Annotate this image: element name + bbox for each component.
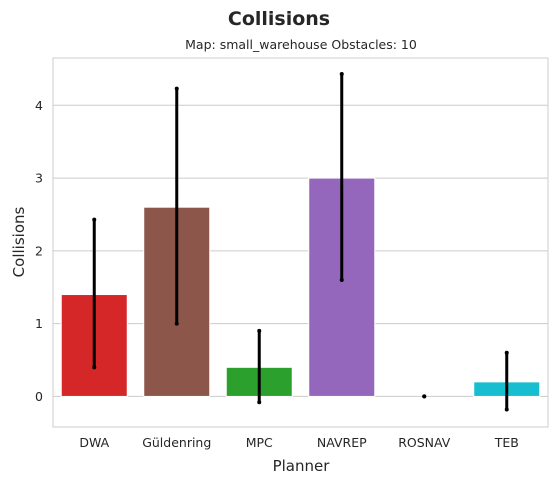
error-cap-bottom — [422, 394, 427, 399]
error-cap-top — [92, 217, 97, 222]
x-axis-label: Planner — [273, 457, 331, 475]
y-gridlines — [53, 104, 548, 397]
x-tick-labels: DWA Güldenring MPC NAVREP ROSNAV TEB — [79, 435, 518, 450]
x-tick-label: NAVREP — [317, 435, 367, 450]
x-tick-label: TEB — [494, 435, 519, 450]
chart-title: Collisions — [228, 8, 330, 30]
y-tick-labels: 0 1 2 3 4 — [35, 98, 43, 404]
error-cap-top — [174, 86, 179, 91]
y-tick-label: 4 — [35, 98, 43, 113]
error-cap-bottom — [504, 407, 509, 412]
x-tick-label: Güldenring — [142, 435, 211, 450]
error-cap-bottom — [92, 365, 97, 370]
error-cap-bottom — [257, 400, 262, 405]
y-tick-label: 1 — [35, 316, 43, 331]
y-tick-label: 3 — [35, 171, 43, 186]
error-cap-top — [339, 72, 344, 77]
x-tick-label: DWA — [79, 435, 109, 450]
error-cap-top — [504, 350, 509, 355]
error-cap-top — [257, 328, 262, 333]
x-tick-label: ROSNAV — [398, 435, 451, 450]
plot-frame — [52, 57, 549, 428]
y-tick-label: 2 — [35, 243, 43, 258]
chart-subtitle: Map: small_warehouse Obstacles: 10 — [185, 37, 417, 52]
error-cap-bottom — [339, 277, 344, 282]
error-cap-bottom — [174, 321, 179, 326]
y-tick-label: 0 — [35, 389, 43, 404]
error-bars — [92, 72, 509, 412]
x-tick-label: MPC — [246, 435, 273, 450]
y-axis-label: Collisions — [10, 207, 28, 278]
bars — [60, 177, 541, 397]
